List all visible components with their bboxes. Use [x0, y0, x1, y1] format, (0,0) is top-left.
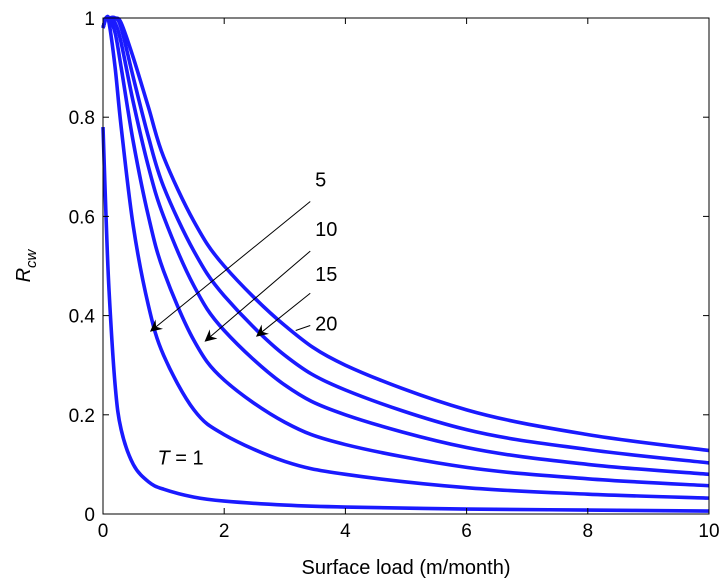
annotation-T-var: T: [158, 447, 172, 469]
axes-box: [102, 17, 710, 515]
annotation-label-10: 10: [315, 219, 337, 241]
y-tick-label: 0.6: [69, 207, 95, 228]
x-axis-label: Surface load (m/month): [302, 557, 511, 579]
ticks-group: 0 2 4 6 8 10 0 0.2 0.4 0.6 0.8 1: [69, 9, 720, 542]
y-tick-label: 0.4: [69, 307, 96, 328]
x-tick-label: 4: [340, 521, 351, 542]
x-tick-label: 0: [98, 521, 109, 542]
y-tick-label: 0: [84, 505, 95, 526]
annotation-arrow-2: [255, 292, 311, 337]
annotation-arrow-3: [295, 325, 311, 331]
y-tick-label: 1: [84, 9, 95, 30]
annotations-group: T = 1 5 10 15 20: [149, 170, 337, 469]
series-line-T10: [101, 14, 710, 488]
annotation-arrow-0: [149, 201, 311, 332]
x-tick-label: 6: [461, 521, 472, 542]
y-tick-label: 0.8: [69, 108, 95, 129]
x-tick-label: 8: [583, 521, 594, 542]
series-line-T1: [101, 127, 710, 513]
series-line-T5: [101, 15, 710, 500]
y-axis-label: Rcw: [13, 248, 40, 282]
annotation-label-15: 15: [315, 264, 337, 286]
annotation-T-label: T = 1: [158, 447, 204, 469]
x-tick-label: 10: [698, 521, 719, 542]
y-axis-label-main: R: [13, 268, 35, 282]
annotation-label-5: 5: [315, 170, 326, 192]
annotation-T-value: = 1: [170, 447, 204, 469]
annotation-arrow-1: [204, 250, 311, 342]
y-tick-label: 0.2: [69, 406, 95, 427]
curves-group: [101, 14, 710, 513]
x-tick-label: 2: [219, 521, 230, 542]
annotation-label-20: 20: [315, 313, 337, 335]
y-axis-label-subscript: cw: [23, 248, 40, 268]
series-line-T15: [101, 15, 710, 477]
